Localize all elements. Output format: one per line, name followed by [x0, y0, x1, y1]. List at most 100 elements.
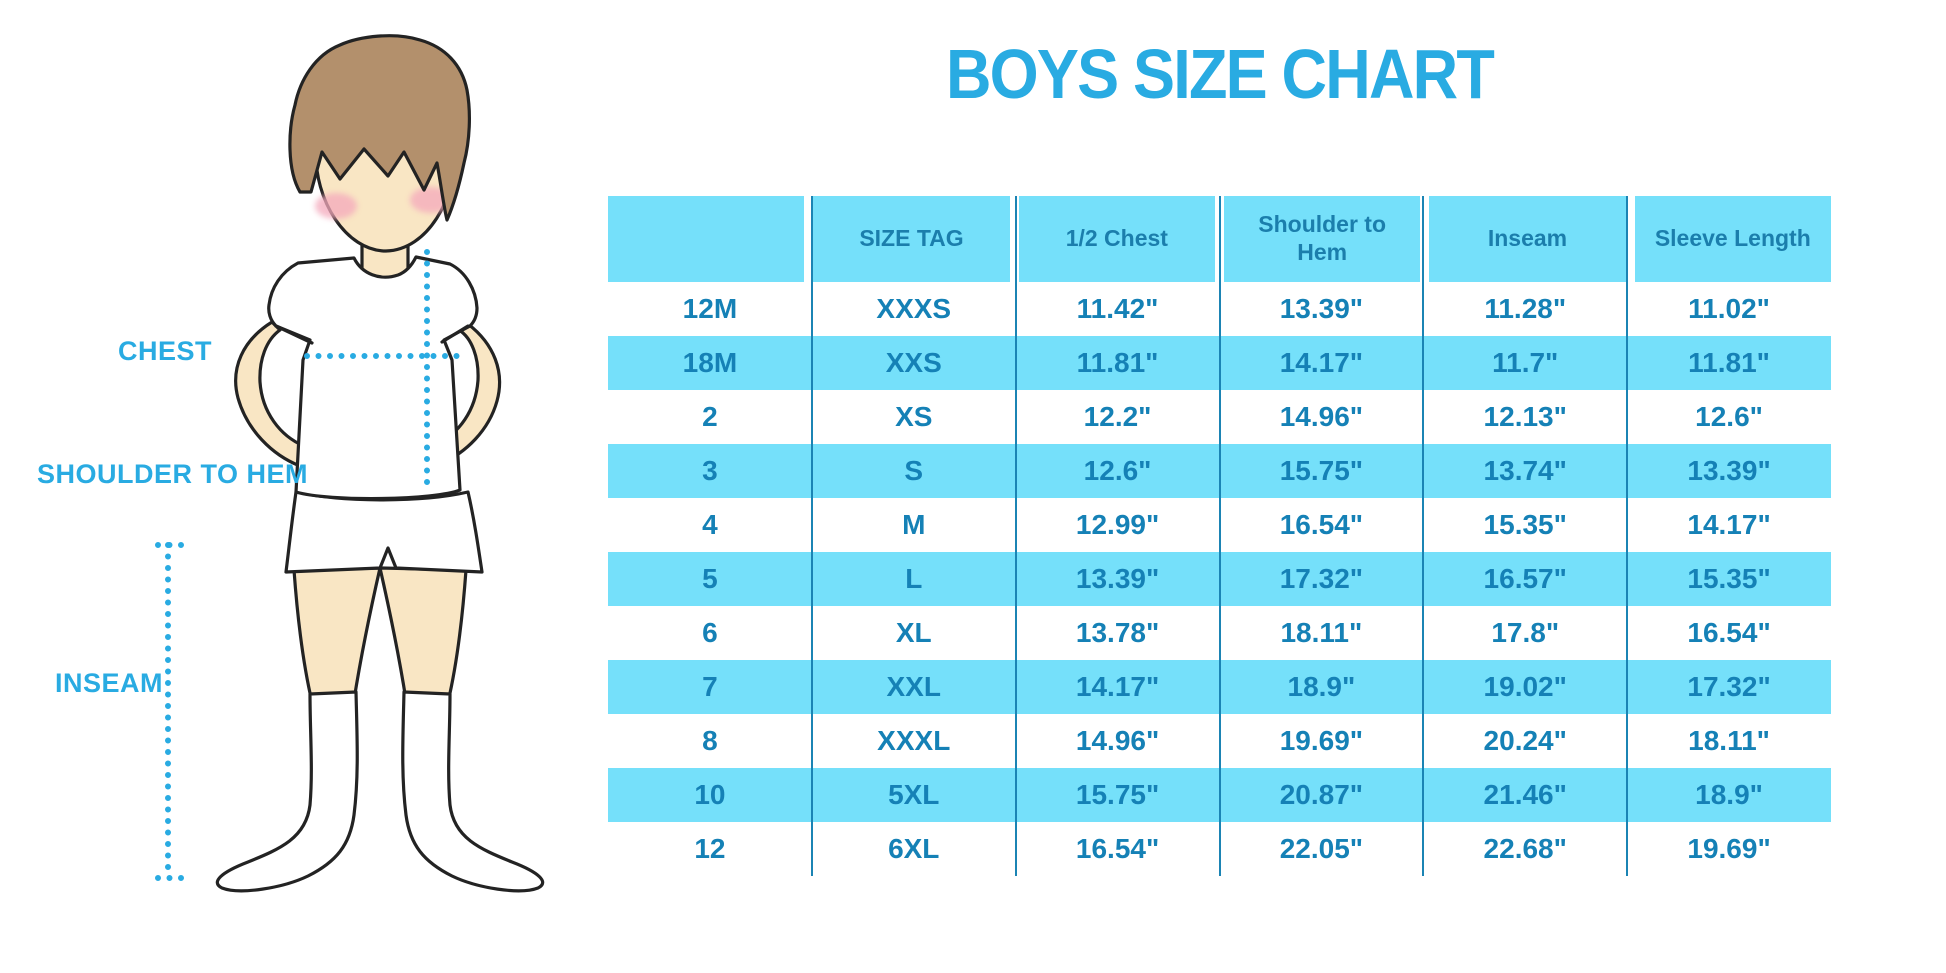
table-cell: 14.17"	[1279, 347, 1364, 378]
table-cell: 11.81"	[1688, 347, 1770, 378]
table-cell: 16.57"	[1483, 563, 1567, 594]
table-cell: XL	[895, 617, 932, 648]
boy-illustration	[155, 34, 545, 893]
boy-right-sock	[401, 690, 545, 893]
table-cell: 8	[702, 725, 718, 756]
table-cell: 11.28"	[1484, 293, 1567, 324]
table-cell: 15.75"	[1075, 779, 1160, 810]
table-cell: 15.75"	[1279, 455, 1364, 486]
table-cell: 17.32"	[1687, 671, 1771, 702]
boy-shorts	[284, 490, 484, 574]
boy-left-leg	[292, 566, 382, 704]
table-row: 6 XL 13.78" 18.11" 17.8" 16.54"	[608, 606, 1831, 660]
boy-right-leg	[378, 566, 468, 704]
table-cell: 16.54"	[1687, 617, 1771, 648]
table-cell: 17.32"	[1279, 563, 1364, 594]
table-cell: 17.8"	[1491, 617, 1560, 648]
size-table-body: 12M XXXS 11.42" 13.39" 11.28" 11.02" 18M XXS 11.…	[608, 282, 1831, 876]
table-header-cell: SIZE TAG	[813, 196, 1010, 282]
table-cell: XXL	[886, 671, 941, 702]
table-cell: 3	[702, 455, 718, 486]
table-cell: XXXL	[877, 725, 951, 756]
table-cell: 13.74"	[1483, 455, 1567, 486]
table-cell: 10	[694, 779, 726, 810]
table-cell: 12.99"	[1075, 509, 1160, 540]
table-row: 10 5XL 15.75" 20.87" 21.46" 18.9"	[608, 768, 1831, 822]
table-cell: L	[905, 563, 923, 594]
table-header-cell	[608, 196, 805, 282]
table-cell: 14.96"	[1279, 401, 1364, 432]
table-cell: 18M	[682, 347, 738, 378]
boy-left-sock	[215, 690, 359, 893]
table-cell: 13.39"	[1279, 293, 1364, 324]
table-cell: 2	[702, 401, 718, 432]
table-cell: 13.39"	[1075, 563, 1160, 594]
table-cell: 11.81"	[1076, 347, 1159, 378]
table-cell: 5XL	[888, 779, 940, 810]
table-cell: M	[902, 509, 926, 540]
boy-left-arm	[234, 320, 306, 468]
table-cell: S	[904, 455, 924, 486]
table-cell: 11.42"	[1076, 293, 1159, 324]
table-cell: 14.96"	[1075, 725, 1160, 756]
page-title: BOYS SIZE CHART	[945, 35, 1495, 113]
table-cell: 12.13"	[1483, 401, 1567, 432]
table-row: 2 XS 12.2" 14.96" 12.13" 12.6"	[608, 390, 1831, 444]
size-chart-table: SIZE TAG 1/2 Chest Shoulder to Hem Inseam Sl…	[608, 196, 1831, 876]
boy-hair	[288, 34, 471, 222]
table-cell: 20.24"	[1483, 725, 1567, 756]
table-cell: 16.54"	[1279, 509, 1364, 540]
table-header-cell: 1/2 Chest	[1018, 196, 1215, 282]
table-row: 3 S 12.6" 15.75" 13.74" 13.39"	[608, 444, 1831, 498]
table-cell: 22.05"	[1279, 833, 1364, 864]
table-header-cell: Shoulder to Hem	[1223, 196, 1421, 282]
table-row: 5 L 13.39" 17.32" 16.57" 15.35"	[608, 552, 1831, 606]
table-row: 4 M 12.99" 16.54" 15.35" 14.17"	[608, 498, 1831, 552]
table-cell: 19.69"	[1687, 833, 1771, 864]
table-cell: 7	[702, 671, 718, 702]
table-cell: 11.02"	[1688, 293, 1770, 324]
table-cell: 14.17"	[1075, 671, 1160, 702]
table-cell: 12.2"	[1083, 401, 1152, 432]
table-cell: 18.9"	[1287, 671, 1356, 702]
table-cell: 20.87"	[1279, 779, 1364, 810]
table-cell: XXS	[885, 347, 942, 378]
table-row: 18M XXS 11.81" 14.17" 11.7" 11.81"	[608, 336, 1831, 390]
table-cell: 6XL	[888, 833, 940, 864]
table-cell: 13.39"	[1687, 455, 1771, 486]
table-cell: 16.54"	[1075, 833, 1160, 864]
table-cell: 22.68"	[1483, 833, 1567, 864]
table-cell: 5	[702, 563, 718, 594]
table-cell: 19.02"	[1483, 671, 1567, 702]
table-cell: 6	[702, 617, 718, 648]
table-row: 12 6XL 16.54" 22.05" 22.68" 19.69"	[608, 822, 1831, 876]
table-cell: 18.11"	[1688, 725, 1770, 756]
table-cell: 21.46"	[1483, 779, 1567, 810]
table-cell: 4	[702, 509, 718, 540]
table-row: 8 XXXL 14.96" 19.69" 20.24" 18.11"	[608, 714, 1831, 768]
table-cell: 15.35"	[1687, 563, 1771, 594]
table-cell: XS	[895, 401, 933, 432]
boy-right-sleeve-hem	[440, 324, 470, 344]
table-cell: 19.69"	[1279, 725, 1364, 756]
table-cell: 13.78"	[1075, 617, 1160, 648]
table-header-row: SIZE TAG 1/2 Chest Shoulder to Hem Inseam Sl…	[608, 196, 1831, 282]
table-header-cell: Sleeve Length	[1634, 196, 1831, 282]
table-cell: 15.35"	[1483, 509, 1567, 540]
table-cell: 12M	[682, 293, 738, 324]
shoulder-to-hem-label: SHOULDER TO HEM	[37, 459, 309, 489]
table-cell: 18.11"	[1280, 617, 1363, 648]
table-cell: 12	[694, 833, 726, 864]
chest-label: CHEST	[118, 336, 213, 366]
table-header-cell: Inseam	[1429, 196, 1626, 282]
table-cell: 14.17"	[1687, 509, 1771, 540]
table-row: 7 XXL 14.17" 18.9" 19.02" 17.32"	[608, 660, 1831, 714]
table-cell: 12.6"	[1083, 455, 1152, 486]
inseam-label: INSEAM	[55, 668, 164, 698]
table-cell: 18.9"	[1695, 779, 1763, 810]
boy-left-sleeve-hem	[274, 324, 314, 345]
table-row: 12M XXXS 11.42" 13.39" 11.28" 11.02"	[608, 282, 1831, 336]
table-cell: 12.6"	[1695, 401, 1763, 432]
table-cell: 11.7"	[1492, 347, 1559, 378]
